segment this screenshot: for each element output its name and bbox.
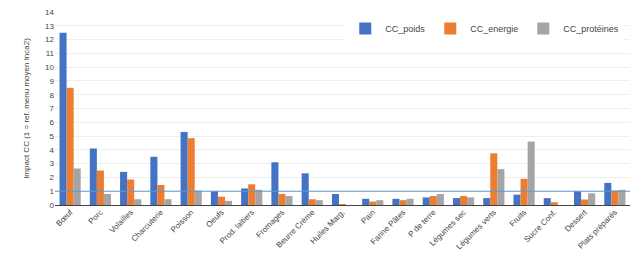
svg-text:Volailles: Volailles	[108, 208, 135, 235]
svg-text:6: 6	[50, 118, 55, 127]
svg-text:4: 4	[50, 146, 55, 155]
svg-text:Impact CC (1 = ref. menu moyen: Impact CC (1 = ref. menu moyen Inca2)	[22, 38, 31, 179]
svg-text:2: 2	[50, 173, 55, 182]
svg-text:Pain: Pain	[359, 208, 377, 226]
svg-text:Légumes verts: Légumes verts	[455, 208, 498, 251]
svg-text:3: 3	[50, 159, 55, 168]
svg-text:CC_protéines: CC_protéines	[563, 24, 619, 34]
svg-text:Porc: Porc	[87, 208, 105, 226]
svg-text:Huiles Marg.: Huiles Marg.	[309, 208, 347, 246]
svg-text:Charcuterie: Charcuterie	[130, 207, 166, 243]
svg-text:10: 10	[45, 63, 54, 72]
svg-text:13: 13	[45, 22, 54, 31]
svg-text:CC_energie: CC_energie	[470, 24, 518, 34]
svg-text:Poisson: Poisson	[169, 208, 195, 234]
svg-text:12: 12	[45, 35, 54, 44]
svg-text:11: 11	[46, 49, 55, 58]
svg-text:Dessert: Dessert	[563, 207, 589, 233]
svg-text:P de terre: P de terre	[406, 207, 437, 238]
svg-text:Fromages: Fromages	[254, 208, 286, 240]
svg-text:Bœuf: Bœuf	[54, 207, 75, 228]
svg-text:7: 7	[50, 104, 55, 113]
svg-text:Plats préparés: Plats préparés	[576, 208, 619, 251]
svg-text:9: 9	[50, 77, 55, 86]
svg-text:5: 5	[50, 132, 55, 141]
svg-text:8: 8	[50, 91, 55, 100]
svg-text:Farine Pâtes: Farine Pâtes	[369, 208, 407, 246]
svg-text:0: 0	[50, 201, 55, 210]
svg-text:Sucre Conf.: Sucre Conf.	[522, 208, 558, 244]
svg-text:Beurre Crème: Beurre Crème	[275, 207, 317, 249]
svg-text:Fruits: Fruits	[508, 208, 529, 229]
svg-text:1: 1	[50, 187, 55, 196]
svg-text:CC_poids: CC_poids	[385, 24, 425, 34]
svg-text:Prod. laitiers: Prod. laitiers	[218, 208, 256, 246]
svg-text:14: 14	[45, 8, 54, 17]
svg-text:Légumes sec: Légumes sec	[428, 208, 468, 248]
svg-text:Oeufs: Oeufs	[204, 208, 225, 229]
